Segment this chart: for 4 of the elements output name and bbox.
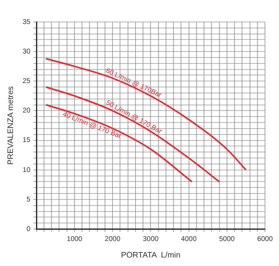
x-axis-title: PORTATA L/min — [120, 250, 180, 260]
line-series — [45, 86, 220, 182]
y-axis-title: PREVALENZA metres — [6, 86, 16, 165]
line-series — [45, 58, 247, 171]
